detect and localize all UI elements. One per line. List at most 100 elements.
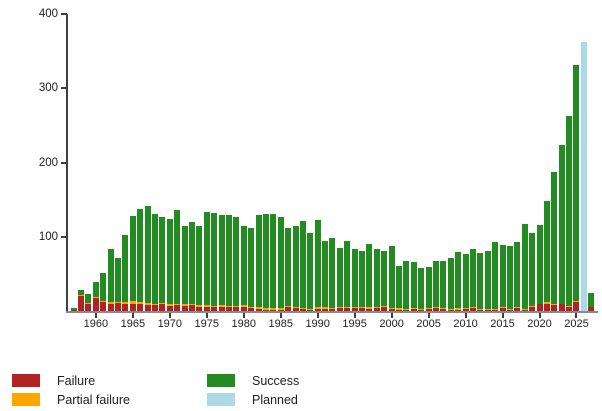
- bar-2015-partial-segment: [499, 307, 506, 309]
- bar-2018-success-segment: [521, 224, 528, 309]
- bar-1973-success-segment: [189, 222, 195, 304]
- bar-1964-failure-segment: [122, 303, 129, 311]
- bar-1964-success-segment: [122, 234, 129, 303]
- bar-1963: [115, 257, 122, 311]
- bar-2022-partial-segment: [551, 304, 558, 306]
- bar-2018-failure-segment: [521, 309, 528, 311]
- x-tick-label-1975: 1975: [194, 318, 220, 330]
- bar-2011: [469, 248, 476, 311]
- bar-1980-failure-segment: [240, 306, 247, 311]
- bar-1993-failure-segment: [336, 308, 343, 311]
- bar-1966: [137, 208, 144, 311]
- bar-1992-failure-segment: [329, 308, 336, 311]
- bar-1963-success-segment: [115, 257, 122, 303]
- bar-1983-success-segment: [262, 213, 269, 309]
- bar-1987-failure-segment: [292, 308, 299, 311]
- bar-2016-success-segment: [506, 246, 513, 309]
- bar-1991-failure-segment: [322, 308, 329, 311]
- bar-2013-partial-segment: [484, 308, 491, 310]
- bar-2019-failure-segment: [529, 307, 536, 311]
- bar-1977-success-segment: [218, 214, 225, 306]
- x-tick-2010: [464, 313, 467, 318]
- bar-2006: [433, 261, 439, 311]
- bar-1959-partial-segment: [85, 302, 92, 305]
- x-tick-label-1980: 1980: [231, 318, 256, 330]
- x-tick-1985: [279, 313, 282, 318]
- bar-2005-failure-segment: [425, 308, 432, 311]
- bar-2002-partial-segment: [403, 308, 410, 310]
- bar-1977-failure-segment: [218, 306, 225, 311]
- bar-2006-success-segment: [433, 261, 439, 308]
- x-tick-1990: [316, 313, 319, 318]
- bar-1974-failure-segment: [196, 306, 203, 311]
- bar-1993-partial-segment: [336, 307, 343, 309]
- bar-1976-partial-segment: [211, 305, 218, 308]
- bar-1958-failure-segment: [78, 296, 85, 311]
- legend-label-success: Success: [252, 374, 300, 388]
- bar-1976-success-segment: [211, 213, 218, 306]
- bar-1995-partial-segment: [351, 306, 358, 309]
- bar-1961-failure-segment: [100, 302, 107, 311]
- bar-1986-success-segment: [285, 227, 292, 306]
- bar-1972: [181, 226, 188, 311]
- bar-2020-partial-segment: [536, 303, 543, 305]
- bar-2003-failure-segment: [410, 308, 417, 311]
- bar-2017-partial-segment: [514, 307, 521, 309]
- bar-2021-success-segment: [543, 201, 550, 303]
- bar-1972-success-segment: [181, 226, 188, 305]
- bar-2022-failure-segment: [551, 305, 558, 311]
- bar-2003-partial-segment: [410, 308, 417, 309]
- bar-1997-partial-segment: [366, 307, 373, 309]
- bar-1966-partial-segment: [137, 302, 144, 305]
- bar-1961-partial-segment: [100, 300, 107, 303]
- legend-label-partial-failure: Partial failure: [57, 393, 130, 407]
- bar-2025-success-segment: [573, 64, 580, 302]
- bar-2010: [462, 253, 469, 311]
- bar-2007-success-segment: [440, 260, 447, 309]
- bar-1975-partial-segment: [203, 305, 210, 307]
- bar-2015-failure-segment: [499, 308, 506, 311]
- bar-1958-success-segment: [78, 290, 85, 296]
- bar-1980-success-segment: [240, 226, 247, 306]
- bar-2009-partial-segment: [455, 308, 462, 310]
- bar-1998-partial-segment: [373, 307, 380, 309]
- bar-1990-failure-segment: [314, 308, 321, 311]
- bar-1984-success-segment: [270, 213, 277, 309]
- x-tick-2020: [538, 313, 541, 318]
- bar-1979: [233, 216, 240, 311]
- bar-1993-success-segment: [336, 247, 343, 308]
- bar-2016: [506, 246, 513, 311]
- bar-1984-partial-segment: [270, 308, 277, 310]
- bar-2018: [521, 224, 528, 311]
- bar-1996: [359, 250, 366, 311]
- x-tick-1960: [94, 313, 97, 318]
- bar-1967: [144, 206, 151, 311]
- bar-2019-success-segment: [529, 233, 536, 306]
- bar-1983: [262, 213, 269, 311]
- bar-1976: [211, 213, 218, 311]
- bar-1962-success-segment: [107, 248, 114, 303]
- bar-2013: [484, 250, 491, 311]
- bar-1981: [248, 227, 255, 311]
- bar-1970: [166, 219, 173, 311]
- bar-1993: [336, 247, 343, 311]
- success-swatch: [207, 374, 235, 387]
- bar-1986-partial-segment: [285, 305, 292, 308]
- bar-2005-partial-segment: [425, 308, 432, 309]
- bar-1978-partial-segment: [225, 305, 232, 308]
- bar-1979-partial-segment: [233, 305, 240, 308]
- bar-1962: [107, 248, 114, 311]
- bar-1992-success-segment: [329, 237, 336, 309]
- bar-1958-partial-segment: [78, 295, 85, 297]
- bar-1965-success-segment: [129, 216, 136, 301]
- bar-2020-success-segment: [536, 224, 543, 304]
- bar-2026 (to date)-failure-segment: [588, 307, 595, 311]
- bar-2010-failure-segment: [462, 308, 469, 311]
- bar-1991-partial-segment: [322, 307, 329, 309]
- bar-2003-success-segment: [410, 262, 417, 309]
- bar-1957-success-segment: [70, 308, 77, 310]
- bar-2010-partial-segment: [462, 308, 469, 309]
- bar-1977: [218, 214, 225, 311]
- bar-1964: [122, 234, 129, 311]
- bar-1982: [255, 214, 262, 311]
